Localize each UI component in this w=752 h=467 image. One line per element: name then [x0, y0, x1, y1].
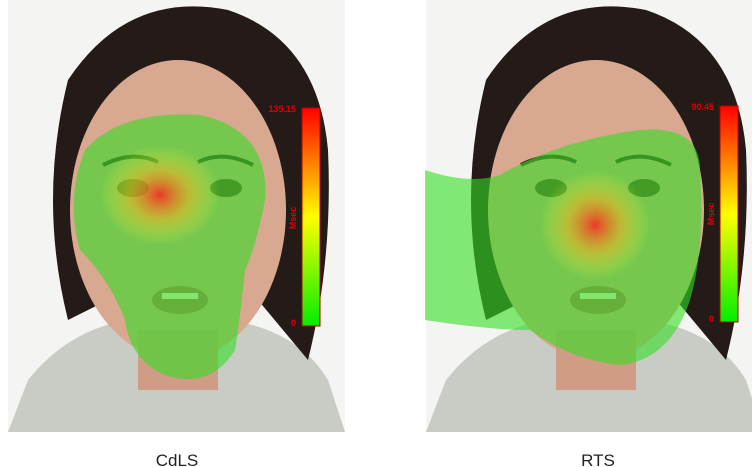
colorbar-max: 135.15 — [268, 104, 296, 114]
colorbar — [719, 105, 739, 323]
colorbar-min: 0 — [709, 314, 714, 324]
panel-rts: 90.45 0 Msec RTS — [424, 0, 752, 467]
caption: RTS — [581, 451, 615, 467]
colorbar-unit: Msec — [288, 207, 298, 230]
caption: CdLS — [156, 451, 199, 467]
colorbar-min: 0 — [291, 318, 296, 328]
colorbar-unit: Msec — [706, 203, 716, 226]
panel-cdls: 135.15 0 Msec CdLS — [6, 0, 347, 467]
colorbar — [301, 107, 321, 327]
heatmap-hotspot — [100, 145, 220, 245]
heatmap-hotspot — [540, 170, 650, 280]
colorbar-max: 90.45 — [691, 102, 714, 112]
